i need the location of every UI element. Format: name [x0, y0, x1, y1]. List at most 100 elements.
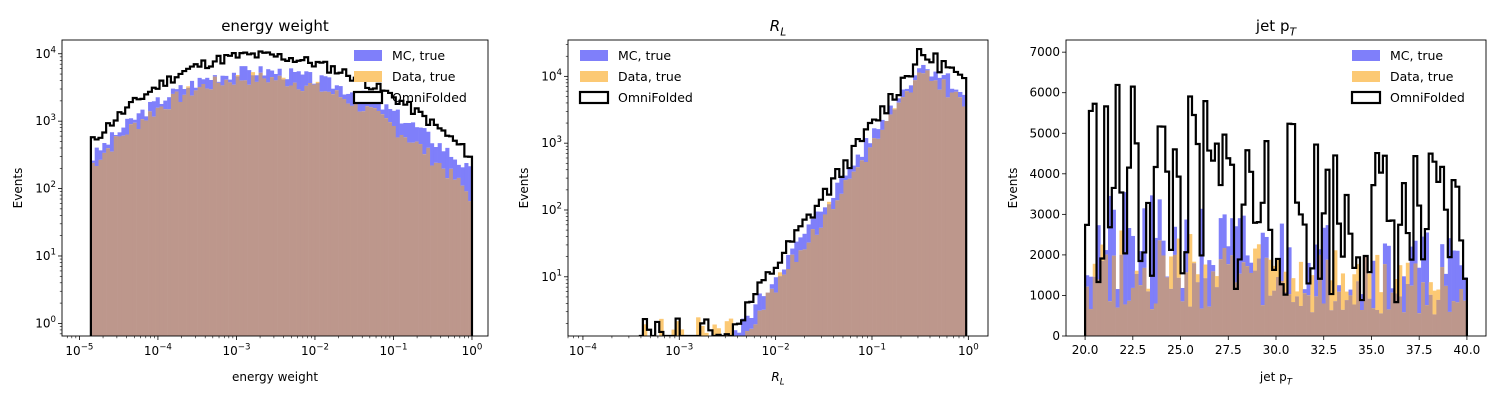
data-true-bar	[1119, 230, 1124, 255]
mc-true-bar	[1451, 250, 1456, 302]
data-true-bar	[1253, 248, 1258, 271]
legend-label: MC, true	[1390, 48, 1443, 63]
overlap-bar	[1276, 277, 1281, 336]
overlap-bar	[128, 124, 134, 336]
overlap-bar	[1424, 305, 1430, 336]
overlap-bar	[1283, 292, 1288, 336]
mc-true-bar	[1440, 244, 1445, 268]
mc-true-bar	[921, 64, 926, 74]
mc-true-bar	[300, 74, 305, 92]
overlap-bar	[132, 122, 137, 336]
overlap-bar	[1371, 308, 1376, 336]
overlap-bar	[1459, 289, 1464, 336]
mc-true-bar	[106, 144, 111, 149]
legend-label: Data, true	[618, 69, 682, 84]
overlap-bar	[346, 103, 351, 336]
mc-true-bar	[847, 167, 852, 179]
mc-true-bar	[1085, 275, 1090, 287]
overlap-bar	[1253, 270, 1258, 336]
overlap-bar	[1310, 312, 1315, 336]
mc-true-bar	[818, 211, 824, 228]
mc-true-bar	[949, 88, 955, 93]
mc-true-bar	[1222, 214, 1227, 249]
overlap-bar	[98, 159, 103, 336]
x-tick-label: 27.5	[1215, 343, 1242, 357]
overlap-bar	[1100, 260, 1105, 336]
y-tick-label: 103	[541, 135, 562, 150]
mc-true-bar	[174, 89, 179, 92]
mc-true-bar	[1371, 260, 1376, 309]
mc-true-bar	[1302, 289, 1307, 294]
mc-true-bar	[411, 122, 416, 143]
overlap-bar	[855, 167, 861, 336]
data-true-bar	[1214, 276, 1220, 288]
overlap-bar	[884, 121, 889, 336]
mc-true-bar	[350, 92, 355, 106]
overlap-bar	[949, 92, 955, 336]
mc-true-bar	[851, 165, 856, 172]
overlap-bar	[231, 84, 237, 336]
overlap-bar	[258, 72, 263, 336]
mc-true-bar	[98, 150, 103, 160]
overlap-bar	[1447, 311, 1452, 336]
mc-true-bar	[917, 68, 922, 73]
overlap-bar	[1218, 259, 1223, 336]
mc-true-bar	[1444, 273, 1449, 286]
mc-true-bar	[749, 317, 754, 329]
x-tick-label: 10−2	[762, 343, 790, 358]
data-true-bar	[1256, 244, 1262, 259]
overlap-bar	[235, 76, 240, 336]
overlap-bar	[810, 229, 816, 336]
y-axis-label: Events	[517, 168, 531, 209]
mc-true-bar	[144, 116, 149, 121]
y-axis-label: Events	[1006, 168, 1020, 209]
overlap-bar	[106, 148, 111, 336]
overlap-bar	[945, 97, 951, 336]
overlap-bar	[1306, 295, 1311, 336]
data-true-bar	[1298, 261, 1304, 306]
overlap-bar	[1352, 304, 1357, 336]
mc-true-bar	[430, 143, 435, 166]
overlap-bar	[1413, 263, 1418, 336]
overlap-bar	[201, 84, 206, 336]
mc-true-bar	[1241, 215, 1246, 263]
mc-true-bar	[178, 85, 183, 102]
overlap-bar	[353, 100, 358, 336]
mc-true-bar	[155, 97, 160, 108]
mc-true-bar	[140, 109, 145, 120]
mc-true-bar	[464, 163, 469, 192]
y-tick-label: 103	[35, 113, 56, 128]
overlap-bar	[1245, 266, 1250, 336]
data-true-bar	[1352, 274, 1357, 305]
y-tick-label: 0	[1052, 329, 1060, 343]
overlap-bar	[1088, 309, 1094, 336]
mc-true-bar	[319, 75, 324, 92]
data-true-bar	[1192, 261, 1197, 264]
overlap-bar	[953, 91, 959, 336]
mc-true-bar	[468, 166, 473, 202]
data-true-bar	[1146, 288, 1151, 292]
mc-true-bar	[745, 315, 750, 332]
overlap-bar	[749, 328, 754, 336]
mc-true-bar	[831, 197, 836, 210]
overlap-bar	[892, 109, 897, 336]
overlap-bar	[1241, 262, 1246, 336]
overlap-bar	[220, 85, 225, 336]
legend-swatch-mc	[1352, 50, 1380, 61]
overlap-bar	[1234, 282, 1239, 336]
overlap-bar	[228, 82, 233, 336]
mc-true-bar	[1455, 250, 1460, 303]
overlap-bar	[109, 151, 115, 336]
overlap-bar	[1192, 263, 1197, 336]
mc-true-bar	[296, 71, 301, 90]
mc-true-bar	[1199, 208, 1204, 309]
overlap-bar	[790, 254, 795, 336]
mc-true-bar	[376, 99, 381, 111]
mc-true-bar	[1157, 199, 1162, 241]
data-true-bar	[1268, 259, 1273, 296]
y-tick-label: 100	[35, 315, 56, 330]
overlap-bar	[1367, 298, 1372, 336]
mc-true-bar	[900, 89, 906, 98]
mc-true-bar	[372, 100, 378, 109]
y-tick-label: 104	[541, 68, 562, 83]
